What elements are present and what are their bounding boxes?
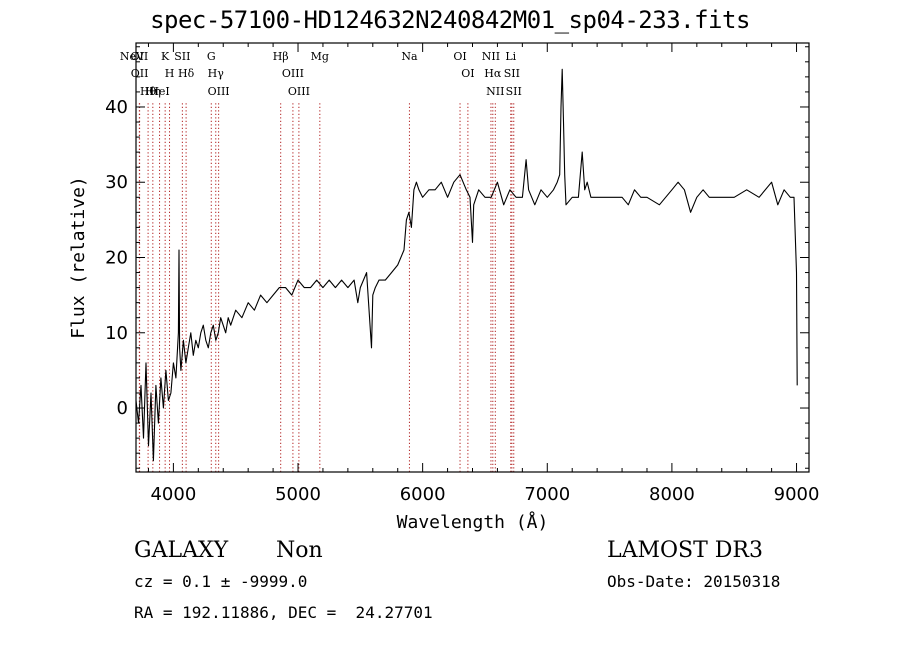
object-subclass: Non <box>276 538 323 563</box>
line-label-20: NII <box>482 50 500 63</box>
x-axis-label: Wavelength (Å) <box>397 511 549 533</box>
line-label-18: OI <box>453 50 466 63</box>
line-label-10: G <box>207 50 216 63</box>
observation-date: Obs-Date: 20150318 <box>607 572 781 591</box>
y-axis-label: Flux (relative) <box>68 176 89 339</box>
line-label-15: OIII <box>288 85 310 98</box>
line-label-3: Hθ <box>140 85 157 98</box>
line-label-24: SII <box>504 67 520 80</box>
x-tick-label-3: 7000 <box>524 484 570 505</box>
line-label-16: Mg <box>311 50 329 63</box>
line-label-25: SII <box>506 85 522 98</box>
line-label-0: NeV <box>120 50 145 63</box>
line-label-21: Hα <box>484 67 502 80</box>
line-label-4: Hη <box>145 85 161 98</box>
line-label-13: Hβ <box>273 50 289 63</box>
y-tick-label-1: 10 <box>105 323 128 344</box>
x-tick-label-0: 4000 <box>150 484 196 505</box>
line-label-8: SII <box>174 50 190 63</box>
x-tick-label-4: 8000 <box>649 484 695 505</box>
y-tick-label-3: 30 <box>105 172 128 193</box>
y-tick-label-4: 40 <box>105 97 128 118</box>
redshift-line: cz = 0.1 ± -9999.0 <box>134 572 308 591</box>
plot-frame <box>135 42 810 473</box>
line-label-9: Hδ <box>178 67 195 80</box>
line-label-23: Li <box>505 50 516 63</box>
y-tick-label-2: 20 <box>105 248 128 269</box>
x-tick-label-1: 5000 <box>275 484 321 505</box>
survey-label: LAMOST DR3 <box>607 538 763 563</box>
line-label-1: OII <box>131 50 149 63</box>
line-label-5: HeI <box>149 85 169 98</box>
x-tick-label-5: 9000 <box>774 484 820 505</box>
line-label-7: H <box>165 67 175 80</box>
line-label-22: NII <box>486 85 504 98</box>
spectrum-line <box>135 68 798 462</box>
line-label-17: Na <box>401 50 418 63</box>
line-label-2: OII <box>131 67 149 80</box>
line-label-19: OI <box>461 67 474 80</box>
coordinates-line: RA = 192.11886, DEC = 24.27701 <box>134 603 433 622</box>
y-tick-label-0: 0 <box>117 398 128 419</box>
line-label-12: OIII <box>208 85 230 98</box>
x-tick-label-2: 6000 <box>400 484 446 505</box>
line-label-6: K <box>161 50 170 63</box>
line-label-11: Hγ <box>208 67 225 80</box>
object-class: GALAXY <box>134 538 229 563</box>
line-label-14: OIII <box>282 67 304 80</box>
chart-title: spec-57100-HD124632N240842M01_sp04-233.f… <box>150 6 750 34</box>
